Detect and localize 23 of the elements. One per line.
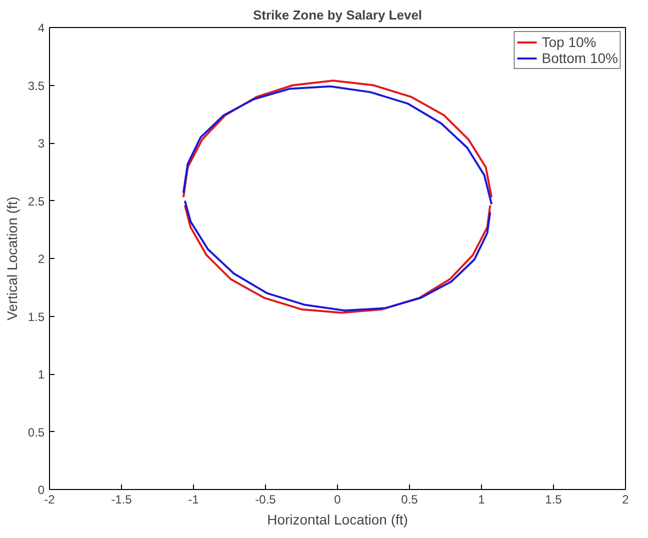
x-tick-label: 1.5	[545, 492, 562, 506]
legend-label: Top 10%	[542, 34, 596, 50]
legend-label: Bottom 10%	[542, 50, 618, 66]
y-tick-label: 2	[38, 252, 45, 266]
y-tick-label: 0.5	[28, 425, 45, 440]
x-tick-label: 1	[478, 492, 486, 506]
x-tick-label: 0.5	[401, 492, 418, 506]
x-tick-label: -0.5	[255, 492, 276, 506]
x-tick-label: 2	[622, 492, 630, 506]
x-axis-title: Horizontal Location (ft)	[267, 512, 408, 528]
y-tick-label: 1	[38, 368, 45, 382]
chart-title: Strike Zone by Salary Level	[252, 8, 422, 22]
y-tick-label: 3	[38, 136, 45, 150]
x-tick-label: -1	[188, 492, 200, 506]
x-tick-label: -1.5	[111, 492, 132, 506]
y-tick-label: 1.5	[28, 310, 45, 324]
y-axis-title: Vertical Location (ft)	[4, 196, 20, 320]
y-tick-label: 3.5	[28, 78, 45, 93]
y-tick-label: 2.5	[28, 194, 45, 208]
y-tick-label: 4	[38, 21, 45, 35]
x-tick-label: 0	[334, 492, 342, 506]
x-tick-label: -2	[44, 492, 56, 506]
y-tick-label: 0	[38, 483, 45, 497]
